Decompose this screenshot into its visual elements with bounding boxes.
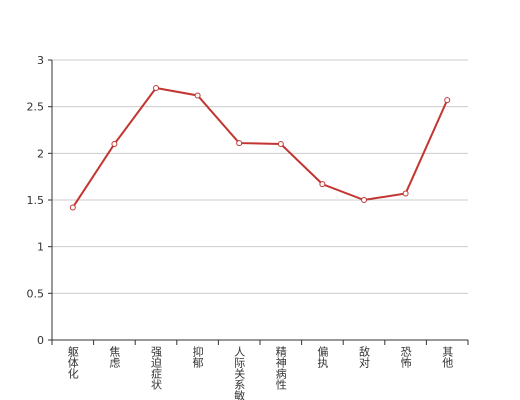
line [71,86,449,209]
x-tick-label: 恐怖 [399,346,412,368]
point [361,197,367,203]
x-tick-label: 人际关系敏感 [233,346,246,400]
point [111,141,118,147]
x-tick-label: 强迫症状 [150,346,163,390]
x-tick-label: 躯体化 [66,346,79,380]
x-tick-label: 抑郁 [191,345,204,368]
y-tick-label: 0.5 [27,287,45,300]
point [402,190,409,197]
point [319,181,326,188]
point [444,97,451,104]
y-tick-label: 2 [37,147,44,160]
x-tick-label: 偏执 [316,345,329,369]
point [69,204,76,211]
y-tick-label: 1.5 [27,194,45,207]
point [194,92,201,99]
x-tick-label: 敌对 [358,345,371,368]
x-tick-label: 焦虑 [108,346,121,368]
x-tick-label: 其他 [441,346,454,368]
point [277,141,284,147]
y-tick-label: 3 [37,54,44,67]
point [236,140,243,147]
point [153,85,159,91]
y-tick-label: 1 [37,241,44,254]
y-tick-label: 0 [37,334,44,347]
y-tick-label: 2.5 [27,101,45,114]
x-tick-label: 精神病性 [274,346,287,391]
